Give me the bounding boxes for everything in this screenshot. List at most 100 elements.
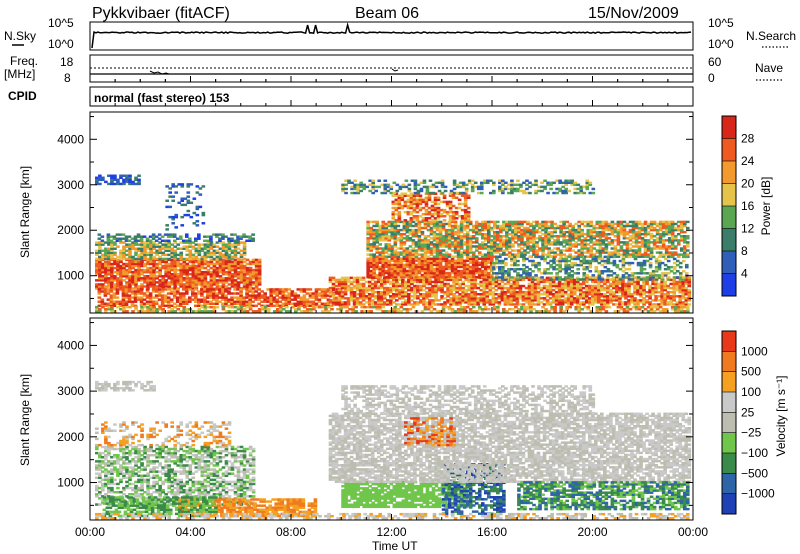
- range-gate-cell: [431, 290, 435, 294]
- range-gate-cell: [687, 299, 692, 302]
- range-gate-cell: [453, 267, 458, 271]
- range-gate-cell: [115, 233, 120, 236]
- range-gate-cell: [178, 304, 183, 308]
- range-gate-cell: [224, 251, 229, 255]
- range-gate-cell: [391, 217, 396, 220]
- range-gate-cell: [414, 271, 419, 275]
- range-gate-cell: [355, 282, 360, 286]
- range-gate-cell: [257, 272, 262, 276]
- range-gate-cell: [456, 249, 461, 252]
- range-gate-cell: [236, 237, 240, 240]
- range-gate-cell: [530, 290, 535, 294]
- range-gate-cell: [447, 243, 452, 246]
- range-gate-cell: [251, 275, 256, 278]
- range-gate-cell: [515, 299, 520, 302]
- range-gate-cell: [459, 230, 464, 234]
- range-gate-cell: [551, 282, 556, 286]
- range-gate-cell: [532, 232, 536, 236]
- range-gate-cell: [239, 264, 244, 268]
- range-gate-cell: [648, 297, 652, 300]
- range-gate-cell: [122, 251, 126, 255]
- range-gate-cell: [242, 253, 247, 257]
- range-gate-cell: [173, 268, 178, 272]
- range-gate-cell: [621, 292, 625, 296]
- range-gate-cell: [438, 237, 443, 240]
- range-gate-cell: [643, 239, 648, 242]
- range-gate-cell: [607, 226, 612, 230]
- range-gate-cell: [672, 297, 677, 300]
- range-gate-cell: [652, 222, 657, 226]
- range-gate-cell: [584, 288, 589, 292]
- range-gate-cell: [417, 269, 422, 273]
- range-gate-cell: [678, 286, 683, 290]
- range-gate-cell: [518, 284, 523, 288]
- range-gate-cell: [590, 286, 595, 290]
- range-gate-cell: [107, 285, 111, 288]
- range-gate-cell: [384, 222, 389, 226]
- range-gate-cell: [459, 253, 464, 256]
- range-gate-cell: [505, 226, 509, 230]
- range-gate-cell: [494, 292, 499, 296]
- range-gate-cell: [545, 276, 550, 280]
- range-gate-cell: [624, 284, 628, 288]
- range-gate-cell: [352, 278, 357, 282]
- range-gate-cell: [179, 247, 184, 250]
- range-gate-cell: [474, 245, 479, 248]
- range-gate-cell: [272, 290, 277, 293]
- range-gate-cell: [293, 292, 298, 295]
- range-gate-cell: [568, 241, 572, 244]
- range-gate-cell: [530, 280, 535, 284]
- range-gate-cell: [272, 300, 277, 303]
- range-gate-cell: [239, 235, 243, 238]
- range-gate-cell: [446, 301, 450, 304]
- range-gate-cell: [505, 245, 509, 248]
- range-gate-cell: [640, 243, 645, 246]
- range-gate-cell: [559, 253, 563, 256]
- range-gate-cell: [173, 285, 178, 288]
- range-gate-cell: [164, 245, 168, 248]
- range-gate-cell: [503, 303, 508, 306]
- range-gate-cell: [396, 247, 401, 250]
- range-gate-cell: [200, 272, 205, 276]
- range-gate-cell: [221, 260, 226, 264]
- range-gate-cell: [646, 245, 651, 248]
- range-gate-cell: [465, 245, 470, 248]
- range-gate-cell: [627, 292, 631, 296]
- range-gate-cell: [413, 284, 417, 288]
- range-gate-cell: [444, 245, 449, 248]
- range-gate-cell: [119, 270, 123, 274]
- range-gate-cell: [563, 297, 568, 300]
- range-gate-cell: [590, 276, 595, 280]
- range-gate-cell: [245, 285, 250, 288]
- range-gate-cell: [158, 241, 162, 244]
- range-gate-cell: [393, 224, 398, 228]
- range-gate-cell: [107, 249, 111, 253]
- range-gate-cell: [140, 260, 144, 264]
- range-gate-cell: [151, 290, 156, 293]
- range-gate-cell: [182, 283, 187, 286]
- range-gate-cell: [679, 220, 684, 224]
- range-gate-cell: [458, 284, 462, 288]
- range-gate-cell: [483, 259, 488, 263]
- range-gate-cell: [101, 287, 105, 290]
- range-gate-cell: [447, 230, 452, 234]
- range-gate-cell: [568, 239, 572, 242]
- range-gate-cell: [666, 286, 670, 290]
- range-gate-cell: [233, 270, 238, 274]
- range-gate-cell: [569, 280, 574, 284]
- range-gate-cell: [462, 249, 467, 252]
- range-gate-cell: [679, 237, 684, 240]
- range-gate-cell: [676, 232, 681, 236]
- range-gate-cell: [449, 286, 453, 290]
- range-gate-cell: [396, 267, 401, 271]
- range-gate-cell: [600, 280, 604, 284]
- range-gate-cell: [121, 302, 126, 305]
- range-gate-cell: [402, 228, 407, 232]
- range-gate-cell: [627, 288, 631, 292]
- range-gate-cell: [655, 230, 660, 234]
- range-gate-cell: [589, 232, 594, 236]
- range-gate-cell: [128, 253, 132, 257]
- range-gate-cell: [441, 253, 446, 256]
- range-gate-cell: [615, 276, 619, 280]
- range-gate-cell: [607, 222, 612, 226]
